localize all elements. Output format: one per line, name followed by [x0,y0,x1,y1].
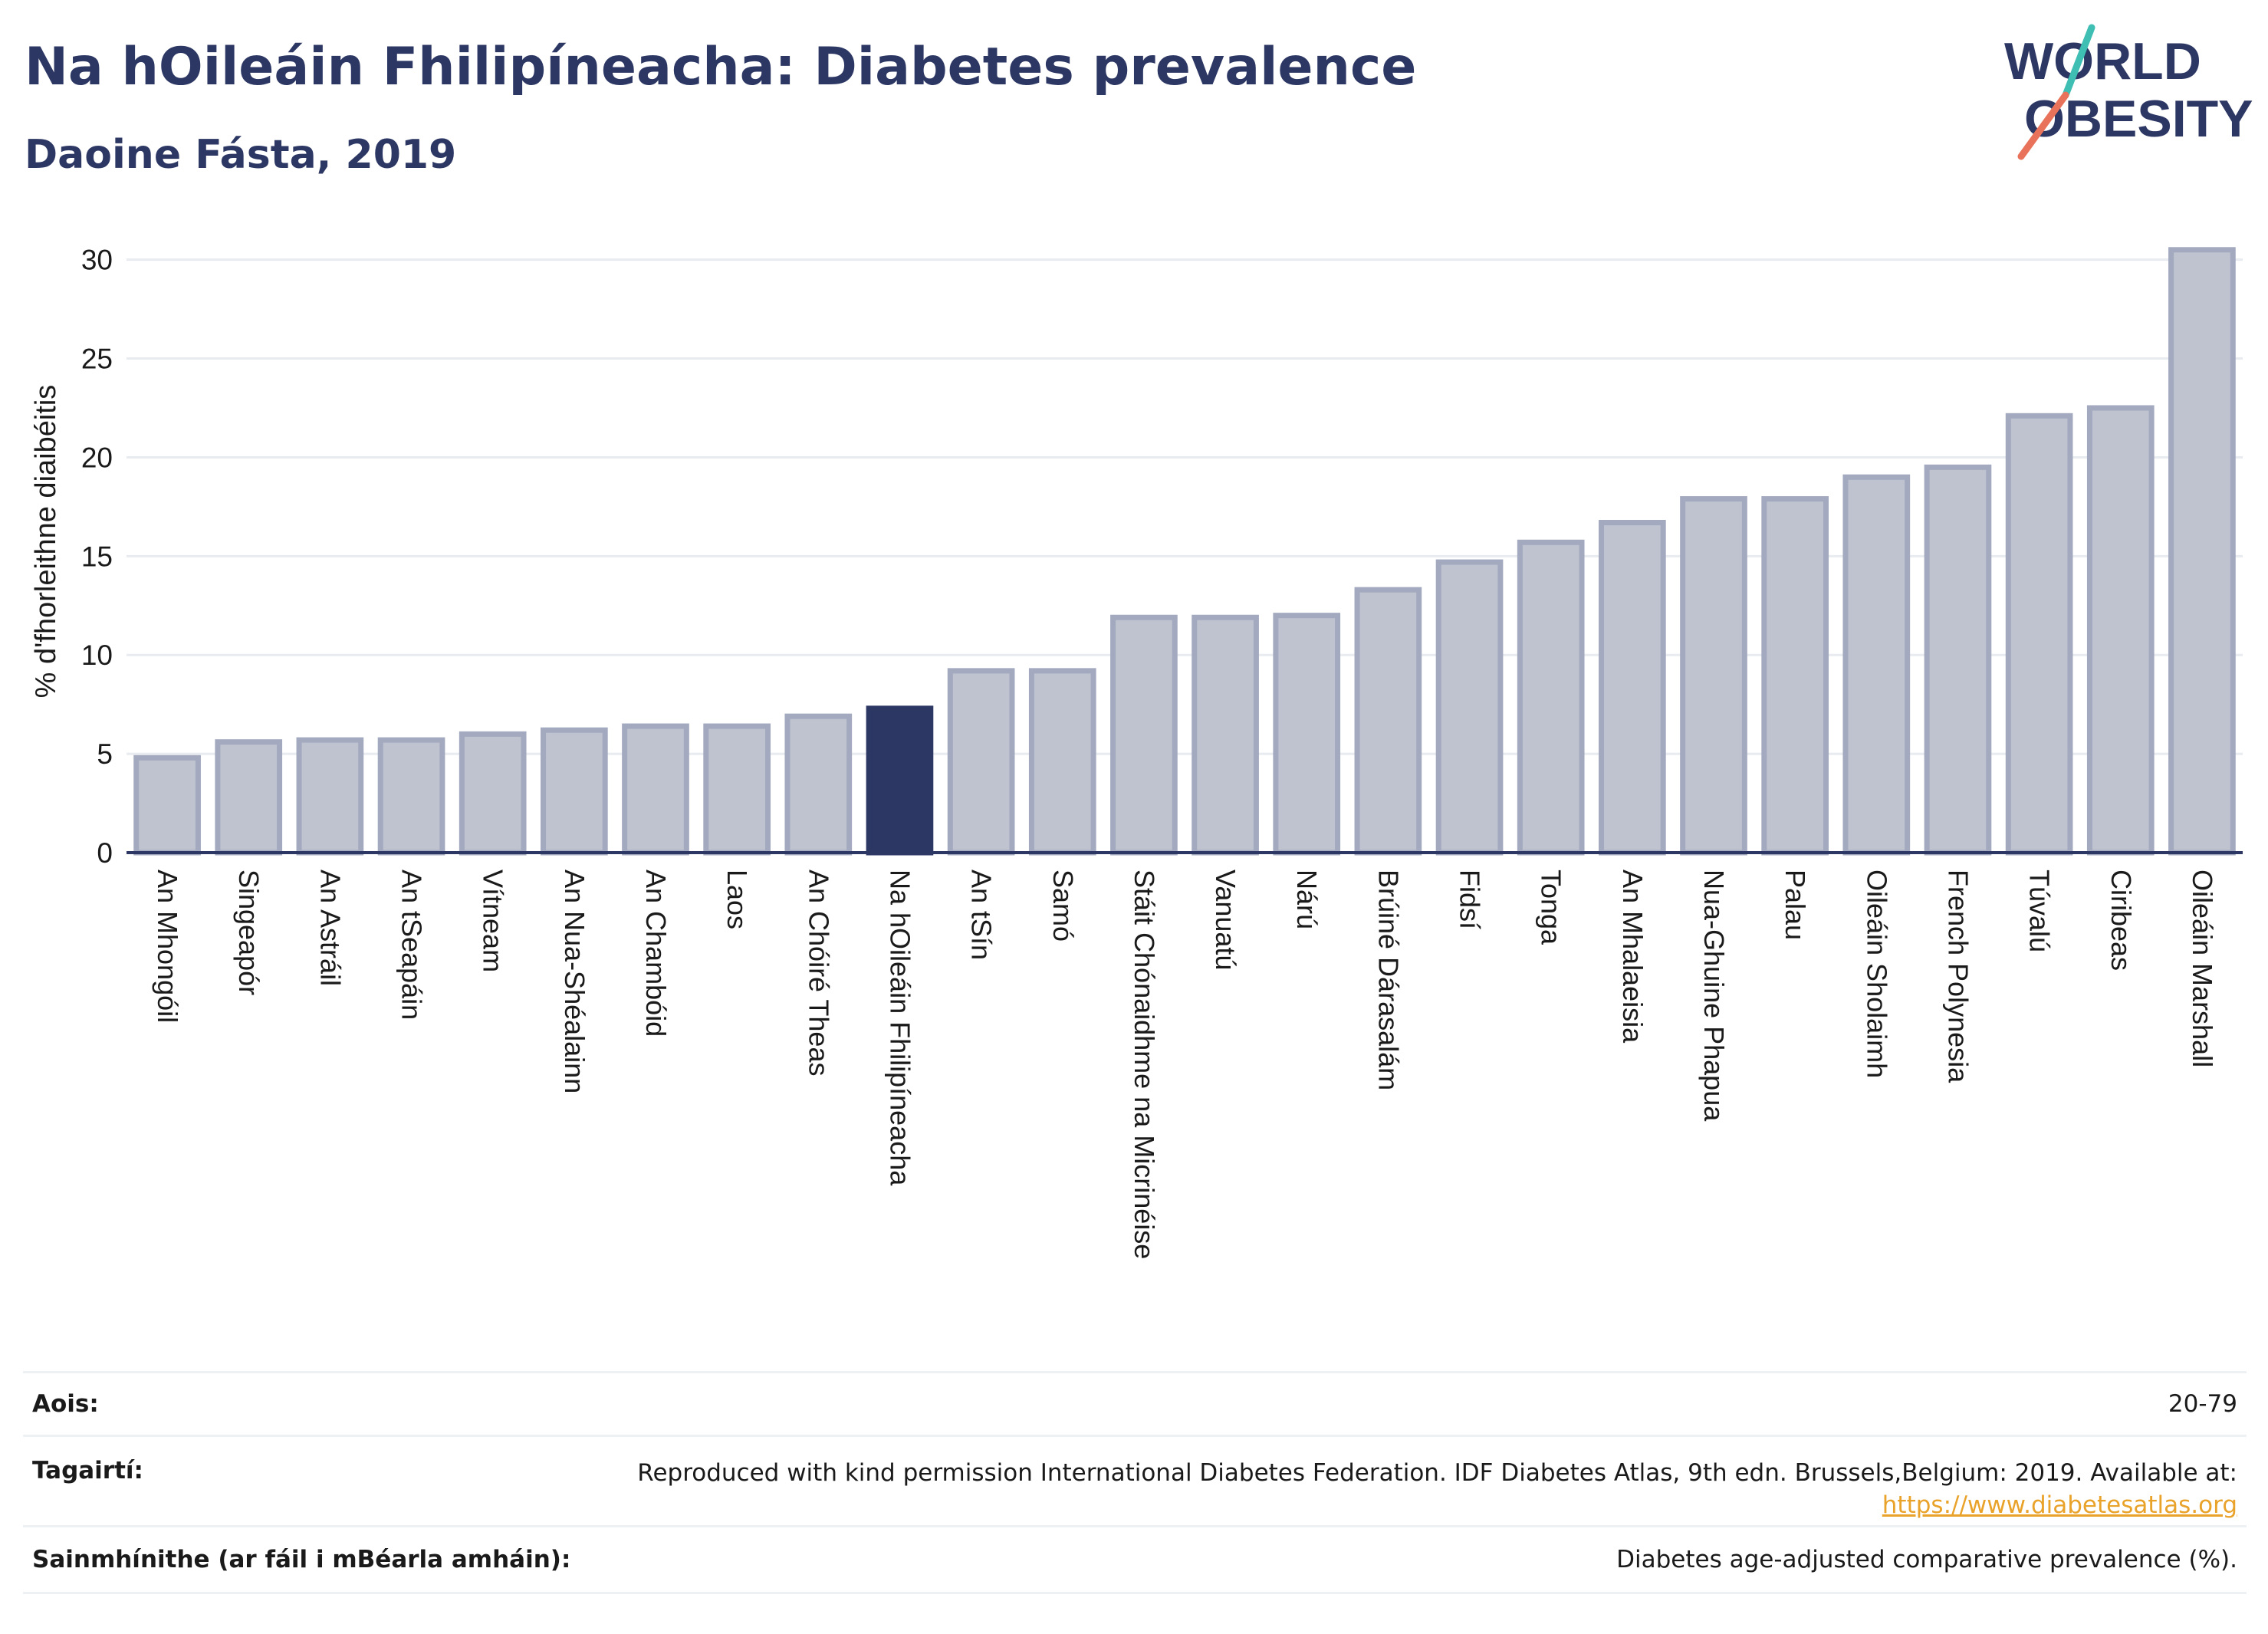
x-tick-label: Oileáin Marshall [2187,870,2218,1067]
bar[interactable] [947,668,1015,856]
references-text: Reproduced with kind permission Internat… [637,1459,2237,1487]
info-row-definitions: Sainmhínithe (ar fáil i mBéarla amháin):… [23,1525,2247,1594]
y-tick-label: 5 [97,738,113,770]
logo-text-world: WORLD [2004,32,2201,90]
x-tick-label: Brúiné Dárasalám [1372,870,1404,1090]
x-tick-label: Nua-Ghuine Phapua [1698,870,1730,1122]
x-tick-label: Nárú [1291,870,1323,929]
bar[interactable] [1192,614,1259,856]
x-tick-label: Singeapór [233,870,265,995]
bar[interactable] [784,713,853,856]
x-tick-label: Laos [721,870,753,929]
bar[interactable] [377,737,445,856]
y-tick-label: 25 [81,344,113,375]
y-tick-label: 30 [81,245,113,276]
bar[interactable] [622,723,689,856]
x-tick-label: Palau [1780,870,1811,940]
bar[interactable] [1517,539,1585,856]
bar[interactable] [296,737,364,856]
bar[interactable] [703,723,771,856]
info-row-age: Aois: 20-79 [23,1371,2247,1435]
bar[interactable] [1028,668,1096,856]
y-tick-label: 15 [81,541,113,572]
bar[interactable] [1761,496,1829,856]
x-tick-label: An tSín [966,870,998,960]
page-subtitle: Daoine Fásta, 2019 [25,132,457,178]
world-obesity-logo: WORLD OBESITY [2004,24,2253,160]
bar[interactable] [1842,474,1911,856]
x-tick-label: Tonga [1536,870,1567,945]
bar-chart: 0 5 10 15 20 25 30 An Mhongóil Singeapór An Astrá… [30,245,2243,1260]
bar[interactable] [1273,613,1341,856]
references-link[interactable]: https://www.diabetesatlas.org [1882,1491,2237,1519]
x-tick-label: An Mhalaeisia [1617,870,1648,1044]
bar[interactable] [2086,405,2155,856]
page-title: Na hOileáin Fhilipíneacha: Diabetes prev… [25,37,1417,97]
bar[interactable] [1599,520,1666,856]
bar[interactable] [133,755,201,856]
x-tick-label: Ciribeas [2105,870,2137,971]
y-tick-label: 10 [81,639,113,671]
x-tick-label: An Chóiré Theas [803,870,834,1077]
bar-highlight[interactable] [866,705,934,856]
y-tick-label: 20 [81,442,113,473]
x-tick-label: Vítneam [478,870,509,972]
bar[interactable] [1680,496,1747,856]
bar[interactable] [2005,413,2073,856]
x-tick-label: Túvalú [2024,870,2056,952]
age-label: Aois: [32,1390,99,1418]
x-tick-label: An tSeapáin [396,870,428,1020]
age-value: 20-79 [2168,1390,2237,1418]
bar[interactable] [459,731,527,856]
bar[interactable] [215,739,283,856]
y-tick-label: 0 [97,837,113,869]
x-tick-label: Stáit Chónaidhme na Micrinéise [1129,870,1160,1259]
y-axis-label: % d'fhorleithne diaibéitis [30,385,62,699]
x-tick-label: An Astráil [314,870,346,986]
bar[interactable] [1354,587,1422,856]
bar[interactable] [1924,464,1992,856]
x-tick-label: French Polynesia [1942,870,1974,1083]
bar[interactable] [1435,559,1504,856]
definitions-value: Diabetes age-adjusted comparative preval… [1616,1546,2237,1573]
references-value: Reproduced with kind permission Internat… [637,1457,2237,1521]
definitions-label: Sainmhínithe (ar fáil i mBéarla amháin): [32,1546,571,1573]
tick-labels: 0 5 10 15 20 25 30 An Mhongóil Singeapór An Astrá… [81,245,2218,1260]
x-tick-label: Samó [1047,870,1079,942]
bar[interactable] [1110,614,1178,856]
bars [133,247,2236,856]
x-tick-label: An Mhongóil [152,870,183,1023]
info-table: Aois: 20-79 Tagairtí: Reproduced with ki… [23,1371,2247,1594]
x-tick-label: An Chambóid [640,870,672,1037]
x-tick-label: Na hOileáin Fhilipíneacha [884,870,915,1186]
logo-slash-top [2062,24,2095,99]
x-tick-label: An Nua-Shéalainn [559,870,590,1093]
x-tick-label: Oileáin Sholaimh [1861,870,1892,1078]
logo-slash-bottom [2017,91,2069,160]
info-row-references: Tagairtí: Reproduced with kind permissio… [23,1435,2247,1525]
bar[interactable] [2168,247,2236,856]
x-tick-label: Vanuatú [1210,870,1241,970]
bar[interactable] [541,727,608,856]
x-tick-label: Fidsí [1454,870,1486,929]
references-label: Tagairtí: [32,1457,143,1484]
